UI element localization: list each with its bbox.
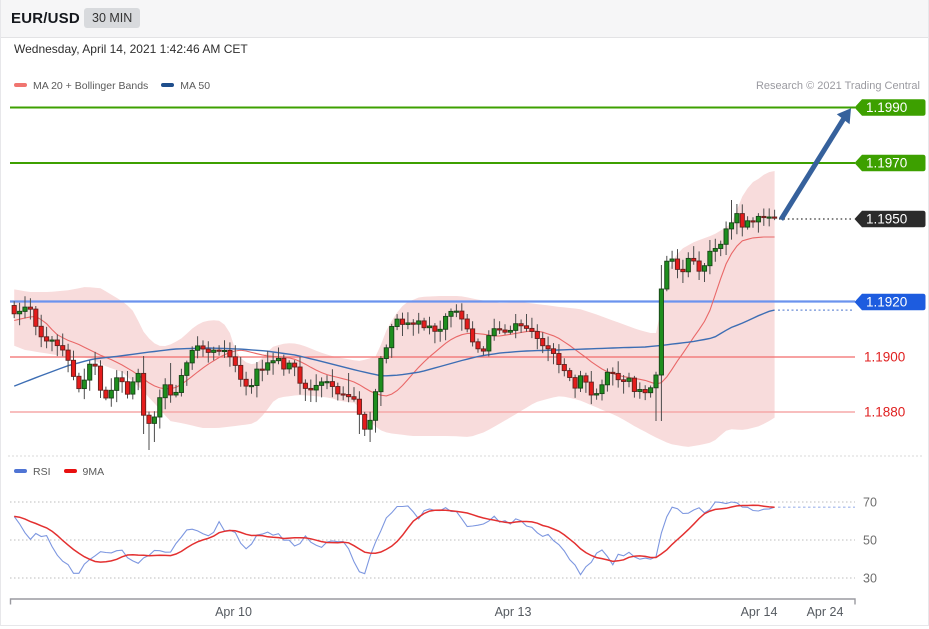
svg-text:70: 70 xyxy=(863,496,877,510)
svg-text:Apr 13: Apr 13 xyxy=(495,605,532,619)
svg-text:30: 30 xyxy=(863,572,877,586)
svg-text:1.1920: 1.1920 xyxy=(866,295,907,310)
svg-text:Apr 14: Apr 14 xyxy=(741,605,778,619)
svg-text:Apr 10: Apr 10 xyxy=(215,605,252,619)
svg-text:Apr 24: Apr 24 xyxy=(807,605,844,619)
svg-text:1.1900: 1.1900 xyxy=(864,350,905,365)
svg-text:1.1970: 1.1970 xyxy=(866,156,907,171)
svg-text:1.1950: 1.1950 xyxy=(866,212,907,227)
svg-text:1.1880: 1.1880 xyxy=(864,405,905,420)
svg-text:1.1990: 1.1990 xyxy=(866,100,907,115)
svg-text:50: 50 xyxy=(863,534,877,548)
